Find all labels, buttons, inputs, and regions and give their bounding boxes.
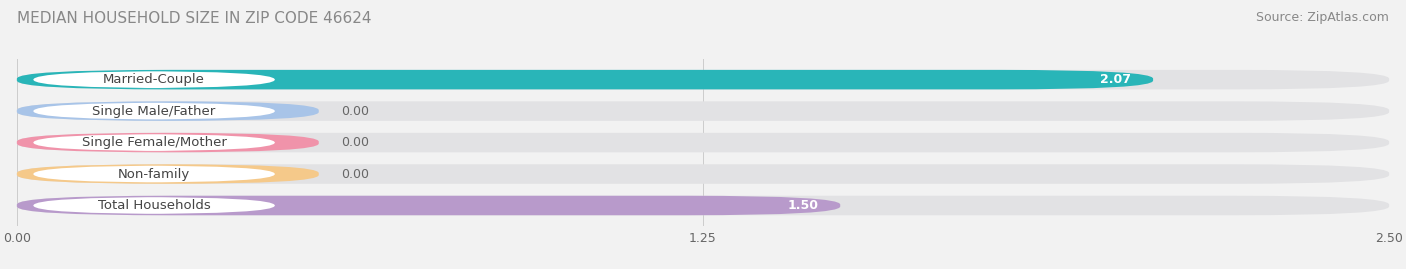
FancyBboxPatch shape [17, 101, 1389, 121]
Text: 0.00: 0.00 [340, 168, 368, 180]
FancyBboxPatch shape [17, 164, 319, 184]
FancyBboxPatch shape [17, 164, 1389, 184]
Text: 1.50: 1.50 [787, 199, 818, 212]
FancyBboxPatch shape [34, 165, 274, 183]
FancyBboxPatch shape [17, 70, 1153, 89]
FancyBboxPatch shape [34, 71, 274, 88]
Text: Single Male/Father: Single Male/Father [93, 105, 215, 118]
Text: 0.00: 0.00 [340, 105, 368, 118]
FancyBboxPatch shape [17, 196, 1389, 215]
FancyBboxPatch shape [17, 70, 1389, 89]
Text: 2.07: 2.07 [1099, 73, 1132, 86]
FancyBboxPatch shape [17, 196, 841, 215]
Text: Source: ZipAtlas.com: Source: ZipAtlas.com [1256, 11, 1389, 24]
FancyBboxPatch shape [17, 133, 319, 152]
Text: Total Households: Total Households [98, 199, 211, 212]
Text: MEDIAN HOUSEHOLD SIZE IN ZIP CODE 46624: MEDIAN HOUSEHOLD SIZE IN ZIP CODE 46624 [17, 11, 371, 26]
FancyBboxPatch shape [34, 197, 274, 214]
Text: Non-family: Non-family [118, 168, 190, 180]
FancyBboxPatch shape [34, 102, 274, 120]
Text: 0.00: 0.00 [340, 136, 368, 149]
Text: Single Female/Mother: Single Female/Mother [82, 136, 226, 149]
FancyBboxPatch shape [17, 101, 319, 121]
FancyBboxPatch shape [34, 134, 274, 151]
FancyBboxPatch shape [17, 133, 1389, 152]
Text: Married-Couple: Married-Couple [103, 73, 205, 86]
